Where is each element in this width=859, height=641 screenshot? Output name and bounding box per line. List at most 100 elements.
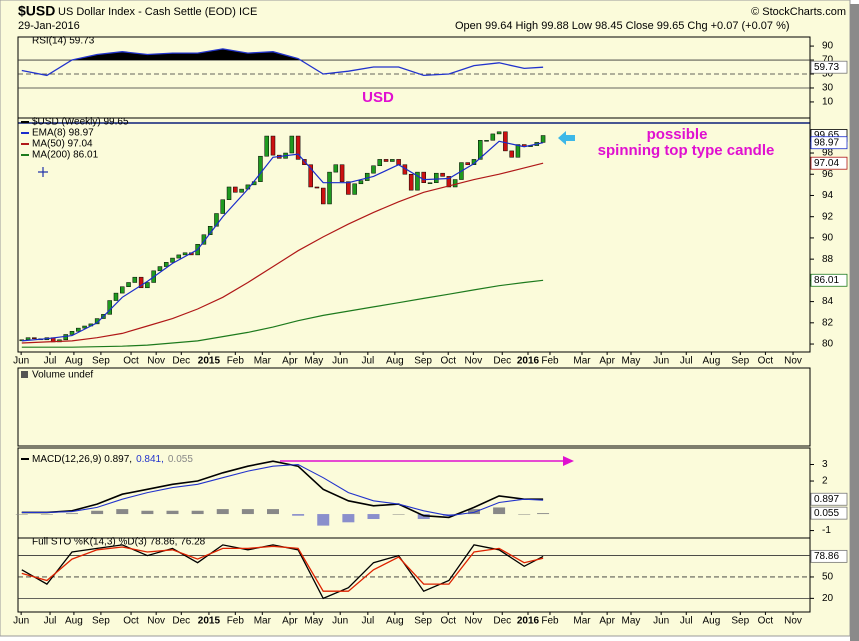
y-tick-label: -1 — [822, 525, 831, 536]
value-label: 59.73 — [814, 62, 839, 73]
y-tick-label: 92 — [822, 211, 834, 222]
x-tick-label: Dec — [172, 616, 190, 627]
series-line — [21, 140, 544, 342]
note-line-2: spinning top type candle — [598, 142, 775, 159]
usd-annotation: USD — [362, 89, 394, 106]
x-tick-label: Nov — [464, 616, 482, 627]
value-label-box — [810, 506, 848, 520]
value-label: 0.055 — [814, 508, 839, 519]
y-tick-label: 84 — [822, 296, 834, 307]
x-tick-label: Mar — [573, 356, 591, 367]
value-label-box — [810, 156, 848, 170]
value-label: 97.04 — [814, 158, 839, 169]
candle — [327, 171, 332, 205]
candle — [390, 159, 395, 162]
candle — [434, 172, 439, 183]
candle — [76, 327, 81, 332]
x-tick-label: Aug — [65, 616, 83, 627]
cyan-arrow — [558, 131, 575, 145]
legend-part: MACD(12,26,9) 0.897, — [32, 454, 132, 465]
candle — [264, 135, 269, 157]
x-tick-label: Aug — [386, 356, 404, 367]
y-tick-label: 20 — [822, 593, 834, 604]
x-tick-label: Jun — [13, 616, 29, 627]
y-tick-label: 50 — [822, 69, 834, 80]
x-tick-label: Oct — [758, 356, 774, 367]
macd-arrow-head — [563, 456, 574, 466]
candle — [333, 164, 339, 173]
x-tick-label: 2016 — [517, 356, 540, 367]
histogram-bar — [292, 514, 305, 516]
x-tick-label: Apr — [599, 616, 615, 627]
x-tick-label: Mar — [573, 616, 591, 627]
candle — [452, 179, 458, 188]
series-line — [21, 162, 544, 344]
histogram-bar — [518, 514, 531, 515]
series-line — [21, 48, 544, 77]
x-tick-label: May — [622, 356, 641, 367]
chart-date: 29-Jan-2016 — [18, 20, 80, 32]
histogram-bar — [166, 510, 179, 515]
series-line — [21, 279, 544, 348]
candle — [138, 276, 144, 289]
candle — [239, 188, 244, 193]
candle — [120, 286, 125, 294]
histogram-bar — [317, 514, 330, 526]
y-tick-label: 94 — [822, 190, 834, 201]
candle — [126, 282, 131, 287]
x-tick-label: Nov — [784, 356, 802, 367]
histogram-bar — [241, 509, 254, 515]
candle — [408, 173, 414, 191]
y-tick-label: 88 — [822, 254, 834, 265]
x-tick-label: Aug — [386, 616, 404, 627]
y-tick-label: 98 — [822, 148, 834, 159]
y-tick-label: 30 — [822, 83, 834, 94]
candle — [396, 159, 401, 165]
x-tick-label: Jul — [680, 356, 693, 367]
value-label: 86.01 — [814, 275, 839, 286]
candle — [233, 186, 238, 193]
symbol: $USD — [18, 3, 55, 19]
candle — [176, 254, 182, 259]
candle — [226, 186, 232, 200]
histogram-bar — [216, 509, 229, 515]
series-line — [21, 545, 544, 592]
x-tick-label: Jul — [44, 356, 57, 367]
y-tick-label: 90 — [822, 41, 834, 52]
quote: Open 99.64 High 99.88 Low 98.45 Close 99… — [455, 20, 790, 32]
x-tick-label: Feb — [541, 356, 559, 367]
candle — [182, 252, 188, 256]
candle — [446, 176, 452, 188]
candle — [220, 199, 226, 214]
x-tick-label: Aug — [65, 356, 83, 367]
x-tick-label: Sep — [731, 616, 749, 627]
credit: © StockCharts.com — [751, 6, 846, 18]
y-tick-label: 70 — [822, 55, 834, 66]
x-tick-label: 2015 — [198, 616, 221, 627]
candle — [82, 325, 87, 329]
x-tick-label: Oct — [440, 616, 456, 627]
candle — [509, 150, 514, 158]
candle — [415, 171, 420, 191]
legend-part: 0.841, — [136, 454, 164, 465]
candle — [440, 172, 445, 177]
histogram-bar — [116, 509, 129, 515]
y-tick-label: 2 — [822, 476, 828, 487]
candle — [314, 186, 320, 189]
candle — [270, 135, 276, 156]
x-tick-label: Aug — [702, 616, 720, 627]
x-tick-label: Oct — [123, 616, 139, 627]
instrument-name: US Dollar Index - Cash Settle (EOD) ICE — [58, 6, 257, 18]
candle — [69, 331, 75, 335]
series-line — [21, 463, 544, 517]
legend-entry: MA(50) 97.04 — [32, 139, 93, 150]
histogram-bar — [141, 510, 154, 515]
panel-legend: RSI(14) 59.73 — [32, 36, 95, 47]
x-tick-label: Jun — [653, 616, 669, 627]
candle — [496, 131, 502, 135]
histogram-bar — [417, 514, 430, 520]
value-label-box — [810, 549, 848, 563]
candle — [113, 292, 119, 301]
y-tick-label: 90 — [822, 233, 834, 244]
